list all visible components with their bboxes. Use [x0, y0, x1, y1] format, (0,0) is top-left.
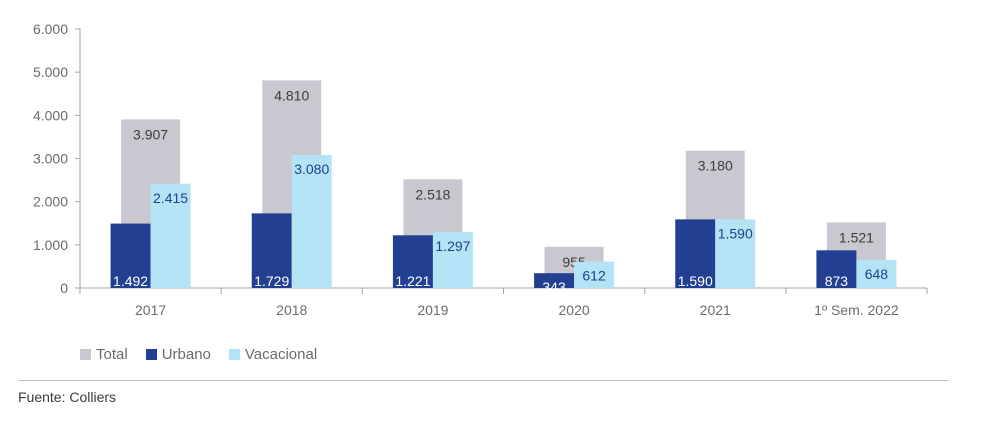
data-label-vacacional: 612 [582, 268, 606, 284]
data-label-urbano: 343 [542, 279, 566, 295]
legend-swatch-urbano [145, 349, 157, 360]
bar-vacacional [432, 232, 473, 288]
bar-vacacional [291, 155, 332, 288]
y-tick-label: 2.000 [33, 194, 68, 210]
y-tick-label: 6.000 [33, 21, 68, 37]
legend-item-vacacional: Vacacional [228, 346, 318, 363]
data-label-total: 3.907 [133, 126, 168, 142]
bar-urbano [675, 219, 716, 288]
data-label-total: 1.521 [839, 229, 874, 245]
x-tick-label: 2017 [135, 302, 166, 318]
legend-item-urbano: Urbano [145, 346, 211, 363]
bar-vacacional [856, 260, 897, 288]
data-label-vacacional: 1.590 [718, 225, 753, 241]
data-label-vacacional: 2.415 [153, 190, 188, 206]
data-label-vacacional: 3.080 [294, 161, 329, 177]
data-label-urbano: 1.590 [678, 273, 713, 289]
data-label-urbano: 873 [825, 273, 849, 289]
legend-label-total: Total [96, 346, 128, 363]
legend-swatch-total [80, 349, 91, 360]
data-label-total: 2.518 [415, 186, 450, 202]
y-tick-label: 5.000 [33, 64, 68, 80]
y-tick-label: 1.000 [33, 237, 68, 253]
legend-label-urbano: Urbano [161, 346, 211, 363]
x-tick-label: 2021 [700, 302, 731, 318]
data-label-vacacional: 1.297 [435, 238, 470, 254]
y-tick-label: 0 [60, 280, 68, 296]
bar-vacacional [574, 261, 615, 288]
y-tick-label: 4.000 [33, 107, 68, 123]
bar-urbano [534, 273, 575, 288]
data-label-total: 3.180 [698, 158, 733, 174]
data-label-urbano: 1.492 [113, 273, 148, 289]
data-label-urbano: 1.729 [254, 273, 289, 289]
source-note: Fuente: Colliers [18, 389, 117, 405]
data-label-vacacional: 648 [865, 266, 889, 282]
bar-urbano [392, 235, 433, 288]
bar-urbano [110, 223, 151, 288]
legend-item-total: Total [80, 346, 128, 363]
x-tick-label: 2018 [276, 302, 307, 318]
y-tick-label: 3.000 [33, 151, 68, 167]
x-tick-label: 1º Sem. 2022 [814, 302, 899, 318]
x-tick-label: 2019 [417, 302, 448, 318]
legend-swatch-vacacional [228, 349, 240, 360]
bar-vacacional [150, 183, 191, 288]
bar-chart: 0 1.000 2.000 3.000 4.000 5.000 6.000 3.907 1.49… [33, 21, 928, 318]
x-tick-label: 2020 [559, 302, 590, 318]
legend-label-vacacional: Vacacional [244, 346, 318, 363]
divider [18, 380, 948, 381]
legend: Total Urbano Vacacional [80, 346, 317, 363]
data-label-total: 4.810 [274, 87, 309, 103]
data-label-urbano: 1.221 [395, 273, 430, 289]
bar-urbano [251, 213, 292, 288]
bar-vacacional [715, 219, 756, 288]
bar-urbano [816, 250, 857, 288]
